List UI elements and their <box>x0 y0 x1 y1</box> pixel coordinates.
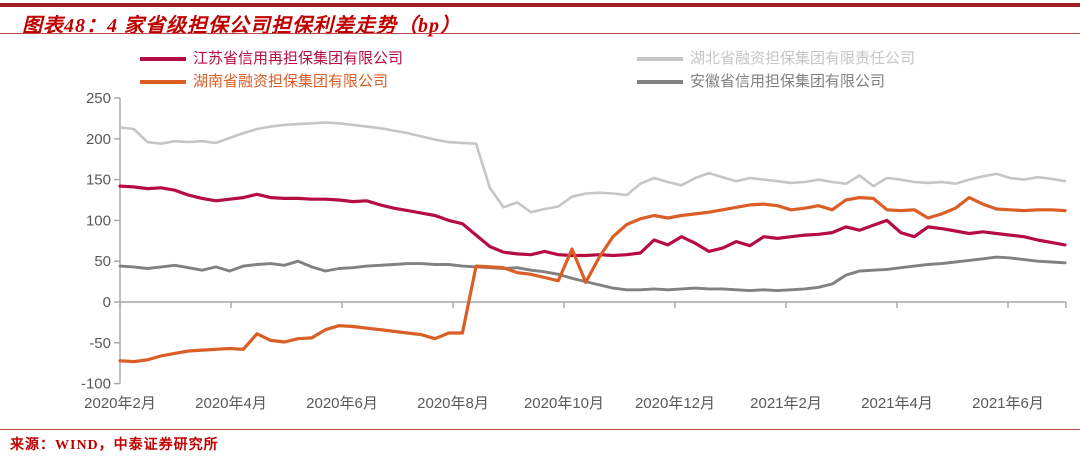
legend-label: 湖北省融资担保集团有限责任公司 <box>690 51 916 67</box>
x-axis-label: 2021年6月 <box>972 395 1044 412</box>
source-text: 来源：WIND，中泰证券研究所 <box>10 438 219 453</box>
legend-label: 江苏省信用再担保集团有限公司 <box>193 51 404 67</box>
chart-legend: 江苏省信用再担保集团有限公司 湖南省融资担保集团有限公司 湖北省融资担保集团有限… <box>0 0 1080 96</box>
y-axis-label: 200 <box>86 131 111 148</box>
y-axis-label: 100 <box>86 212 111 229</box>
y-axis-label: -100 <box>81 376 111 393</box>
series-line-dark_gray <box>118 255 1067 293</box>
legend-item-jiangsu: 江苏省信用再担保集团有限公司 <box>140 50 403 68</box>
line-swatch-crimson <box>140 57 186 61</box>
x-axis-label: 2021年2月 <box>750 395 822 412</box>
title-rule <box>0 33 1080 34</box>
line-swatch-orange <box>140 80 186 84</box>
legend-label: 安徽省信用担保集团有限公司 <box>690 74 886 90</box>
x-axis-label: 2020年6月 <box>306 395 378 412</box>
x-axis-label: 2020年10月 <box>524 395 604 412</box>
y-axis-label: 250 <box>86 90 111 107</box>
source-rule <box>0 429 1080 430</box>
x-axis-label: 2020年2月 <box>84 395 156 412</box>
page-title: 图表48：4 家省级担保公司担保利差走势（bp） <box>22 15 461 37</box>
y-axis-label: -50 <box>89 335 111 352</box>
x-axis-label: 2020年8月 <box>417 395 489 412</box>
legend-item-hubei: 湖北省融资担保集团有限责任公司 <box>637 50 915 68</box>
series-line-orange <box>118 196 1067 364</box>
top-rule <box>0 3 1080 7</box>
y-axis-label: 150 <box>86 172 111 189</box>
y-axis-label: 0 <box>103 294 111 311</box>
line-swatch-lightgray <box>637 57 683 61</box>
series-line-light_gray <box>118 121 1067 214</box>
legend-item-hunan: 湖南省融资担保集团有限公司 <box>140 73 388 91</box>
x-axis-label: 2020年4月 <box>195 395 267 412</box>
y-axis-label: 50 <box>94 253 111 270</box>
x-axis-label: 2020年12月 <box>635 395 715 412</box>
series-line-crimson <box>118 184 1067 258</box>
x-axis-label: 2021年4月 <box>861 395 933 412</box>
legend-label: 湖南省融资担保集团有限公司 <box>193 74 389 90</box>
legend-item-anhui: 安徽省信用担保集团有限公司 <box>637 73 885 91</box>
line-swatch-darkgray <box>637 80 683 84</box>
